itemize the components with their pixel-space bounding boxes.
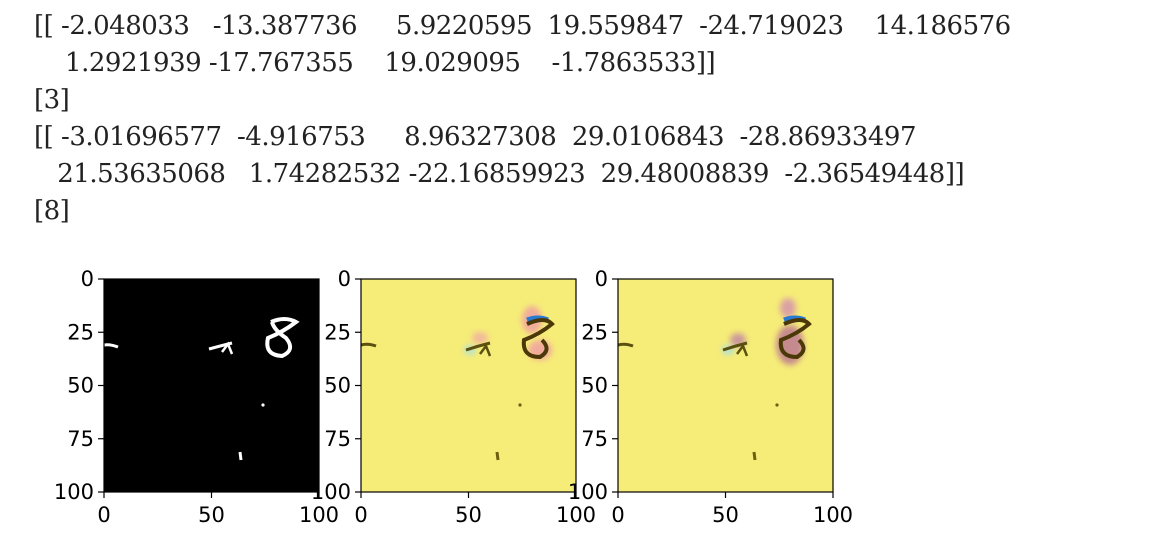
prediction-output-2: [8] bbox=[34, 196, 70, 226]
y-tick-label: 0 bbox=[595, 267, 608, 291]
panel-heatmap-2 bbox=[617, 279, 833, 492]
image-background bbox=[104, 279, 319, 492]
prediction-output-1: [3] bbox=[34, 85, 70, 115]
y-tick-label: 25 bbox=[67, 320, 94, 344]
x-tick-label: 100 bbox=[813, 503, 853, 527]
y-tick-label: 75 bbox=[324, 427, 351, 451]
y-tick-label: 50 bbox=[67, 374, 94, 398]
y-tick-label: 100 bbox=[311, 480, 351, 504]
y-tick-label: 50 bbox=[324, 374, 351, 398]
x-tick-label: 50 bbox=[198, 503, 225, 527]
y-tick-label: 75 bbox=[581, 427, 608, 451]
heatmap-background bbox=[361, 279, 576, 492]
y-tick-label: 50 bbox=[581, 374, 608, 398]
x-tick-label: 50 bbox=[455, 503, 482, 527]
x-tick-label: 50 bbox=[712, 503, 739, 527]
array-output-1-line-2: 1.2921939 -17.767355 19.029095 -1.786353… bbox=[34, 48, 716, 78]
y-tick-label: 100 bbox=[568, 480, 608, 504]
y-tick-label: 25 bbox=[324, 320, 351, 344]
x-tick-label: 0 bbox=[611, 503, 624, 527]
y-tick-label: 75 bbox=[67, 427, 94, 451]
y-tick-label: 0 bbox=[81, 267, 94, 291]
x-tick-label: 0 bbox=[97, 503, 110, 527]
x-tick-label: 100 bbox=[299, 503, 339, 527]
y-tick-label: 25 bbox=[581, 320, 608, 344]
array-output-1-line-1: [[ -2.048033 -13.387736 5.9220595 19.559… bbox=[34, 11, 1011, 41]
x-tick-label: 0 bbox=[354, 503, 367, 527]
array-output-2-line-2: 21.53635068 1.74282532 -22.16859923 29.4… bbox=[34, 159, 965, 189]
heatmap-background bbox=[618, 279, 833, 492]
y-tick-label: 0 bbox=[338, 267, 351, 291]
panel-heatmap-1 bbox=[360, 279, 576, 492]
panel-original-image bbox=[103, 279, 319, 492]
x-tick-label: 100 bbox=[556, 503, 596, 527]
y-tick-label: 100 bbox=[54, 480, 94, 504]
array-output-2-line-1: [[ -3.01696577 -4.916753 8.96327308 29.0… bbox=[34, 122, 917, 152]
